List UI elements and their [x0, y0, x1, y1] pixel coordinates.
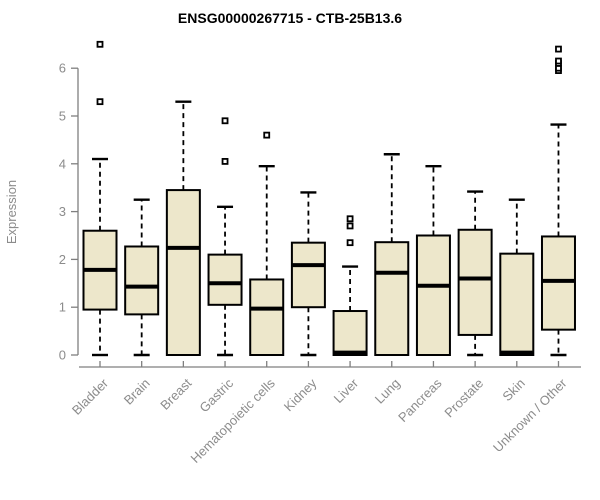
x-tick-label: Unknown / Other	[490, 375, 570, 455]
box-gastric	[207, 117, 243, 357]
x-tick-label: Gastric	[196, 375, 236, 415]
y-tick-label: 6	[59, 61, 66, 76]
box-breast	[165, 100, 201, 356]
x-tick-label: Brain	[121, 376, 153, 408]
outlier-point	[346, 222, 354, 230]
y-axis: 0 1 2 3 4 5 6	[59, 61, 79, 363]
box-bladder	[82, 40, 118, 357]
iqr-box	[165, 189, 201, 356]
y-tick-label: 4	[59, 156, 66, 171]
iqr-box	[540, 235, 576, 331]
outlier-point	[555, 45, 562, 53]
y-tick-label: 1	[59, 300, 66, 315]
x-tick-label: Pancreas	[395, 375, 445, 425]
y-axis-title: Expression	[4, 180, 19, 244]
box-hematopoietic-cells	[249, 131, 285, 357]
boxplot-series	[82, 40, 576, 357]
iqr-box	[249, 278, 285, 357]
x-tick-label: Lung	[372, 376, 403, 407]
box-liver	[332, 215, 368, 356]
iqr-box	[457, 228, 493, 336]
box-brain	[124, 198, 160, 357]
iqr-box	[415, 234, 451, 356]
iqr-box	[290, 241, 326, 309]
box-skin	[499, 198, 535, 356]
box-unknown-other	[540, 45, 576, 357]
y-tick-label: 0	[59, 348, 66, 363]
x-tick-label: Skin	[499, 376, 527, 404]
outlier-point	[555, 57, 562, 65]
box-kidney	[290, 191, 326, 357]
chart-title: ENSG00000267715 - CTB-25B13.6	[178, 10, 402, 26]
iqr-box	[374, 241, 410, 356]
x-tick-label: Liver	[331, 375, 362, 406]
outlier-point	[221, 158, 229, 165]
outlier-point	[221, 117, 229, 125]
y-tick-label: 3	[59, 204, 66, 219]
outlier-point	[96, 98, 104, 106]
iqr-box	[124, 245, 160, 316]
x-tick-label: Breast	[157, 375, 194, 412]
box-pancreas	[415, 164, 451, 356]
y-tick-label: 2	[59, 252, 66, 267]
x-tick-label: Bladder	[69, 375, 112, 418]
outlier-point	[346, 239, 354, 247]
box-prostate	[457, 190, 493, 357]
outlier-point	[263, 131, 271, 139]
box-lung	[374, 153, 410, 356]
outlier-point	[346, 215, 354, 223]
x-tick-label: Kidney	[281, 375, 320, 414]
outlier-point	[96, 40, 104, 48]
iqr-box	[499, 252, 535, 356]
x-tick-label: Prostate	[441, 376, 486, 421]
iqr-box	[332, 310, 368, 356]
iqr-box	[207, 253, 243, 306]
y-tick-label: 5	[59, 109, 66, 124]
